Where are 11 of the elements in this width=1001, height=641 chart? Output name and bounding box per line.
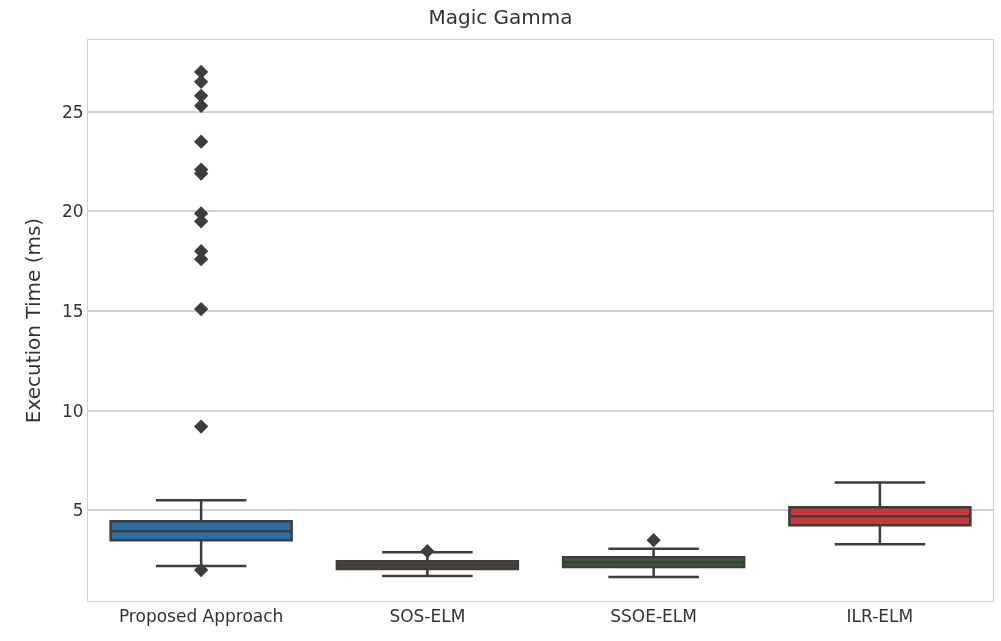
chart-title: Magic Gamma xyxy=(428,4,573,29)
x-tick-label: Proposed Approach xyxy=(118,606,284,627)
y-tick-label: 5 xyxy=(72,500,84,521)
y-tick-label: 20 xyxy=(61,201,84,222)
x-tick-label: SSOE-ELM xyxy=(610,606,697,627)
y-tick-label: 25 xyxy=(61,101,84,122)
x-tick-label: SOS-ELM xyxy=(389,606,466,627)
x-tick-label: ILR-ELM xyxy=(846,606,914,627)
y-tick-label: 15 xyxy=(61,300,84,321)
y-axis-title: Execution Time (ms) xyxy=(21,217,46,424)
y-tick-label: 10 xyxy=(61,400,84,421)
